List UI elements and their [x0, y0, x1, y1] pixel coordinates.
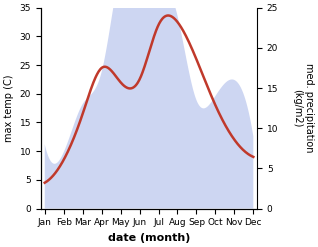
Y-axis label: med. precipitation
(kg/m2): med. precipitation (kg/m2) [292, 63, 314, 153]
Y-axis label: max temp (C): max temp (C) [4, 74, 14, 142]
X-axis label: date (month): date (month) [108, 233, 190, 243]
